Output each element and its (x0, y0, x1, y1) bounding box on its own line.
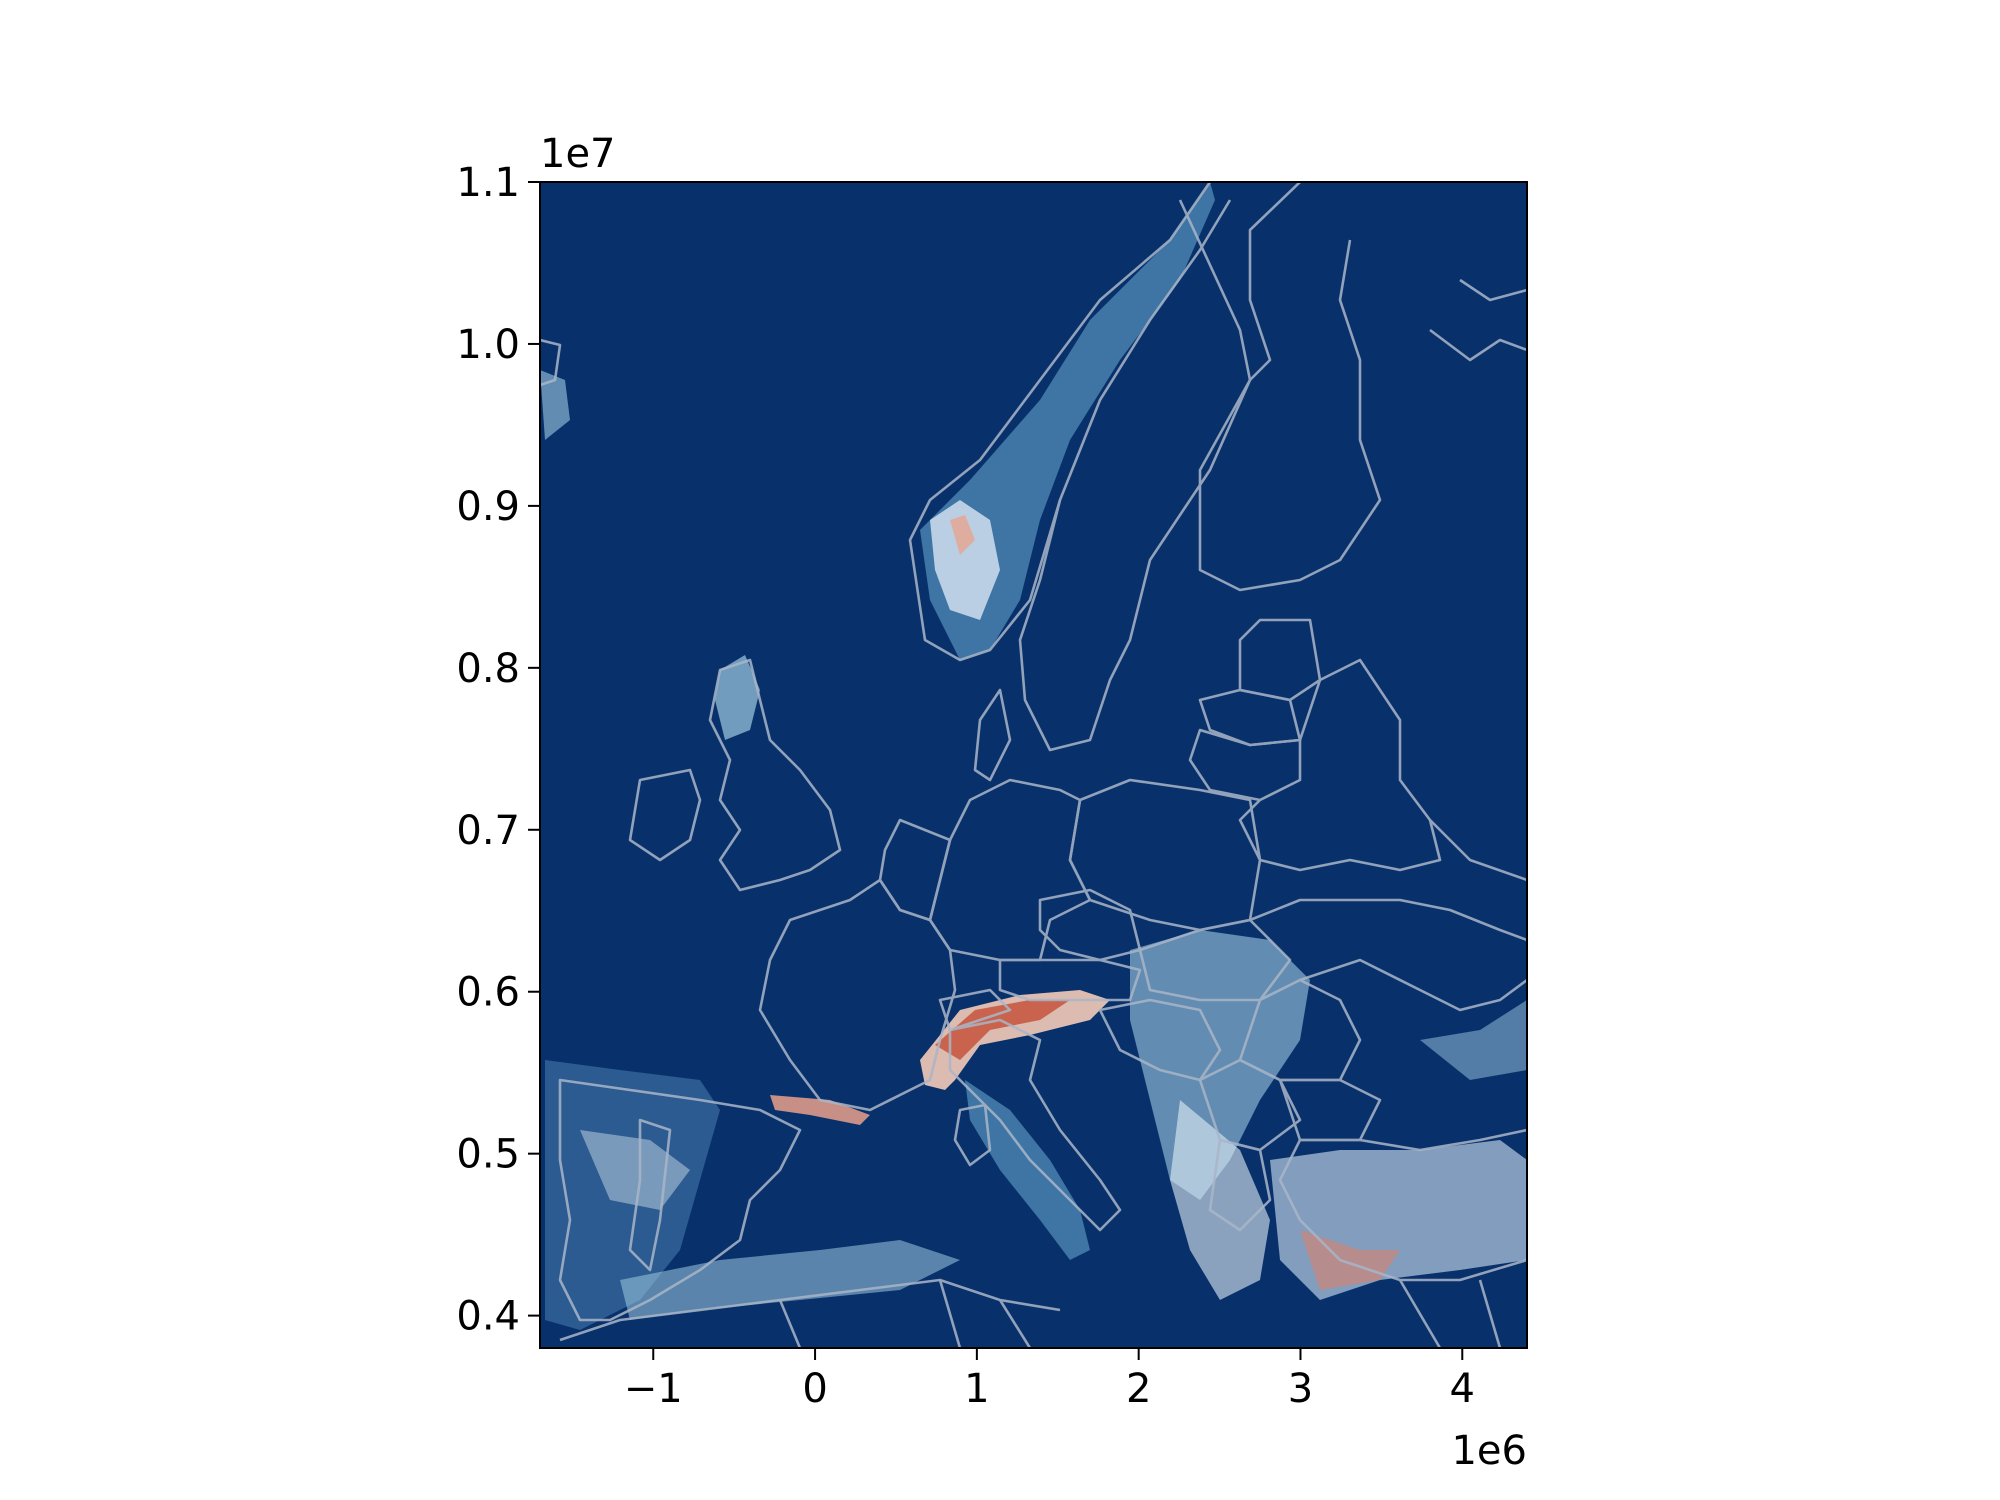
x-tick-label: 3 (1288, 1366, 1313, 1412)
x-tick-label: 2 (1126, 1366, 1151, 1412)
y-tick-label: 0.8 (456, 646, 520, 692)
x-tick-label: 4 (1450, 1366, 1475, 1412)
y-tick-label: 0.5 (456, 1132, 520, 1178)
y-offset-label: 1e7 (540, 131, 616, 177)
y-tick-label: 1.0 (456, 322, 520, 368)
y-tick-label: 1.1 (456, 160, 520, 206)
y-tick-label: 0.9 (456, 484, 520, 530)
y-tick-label: 0.4 (456, 1294, 520, 1340)
x-tick-label: −1 (624, 1366, 683, 1412)
plot-frame (539, 181, 1528, 1349)
x-offset-label: 1e6 (1451, 1428, 1527, 1474)
y-tick-label: 0.6 (456, 970, 520, 1016)
x-axis: −1 0 1 2 3 4 (624, 1348, 1475, 1412)
y-tick-label: 0.7 (456, 808, 520, 854)
y-axis: 0.4 0.5 0.6 0.7 0.8 0.9 1.0 1.1 (456, 160, 540, 1340)
x-tick-label: 0 (802, 1366, 827, 1412)
country-borders (540, 182, 1527, 1348)
x-tick-label: 1 (964, 1366, 989, 1412)
